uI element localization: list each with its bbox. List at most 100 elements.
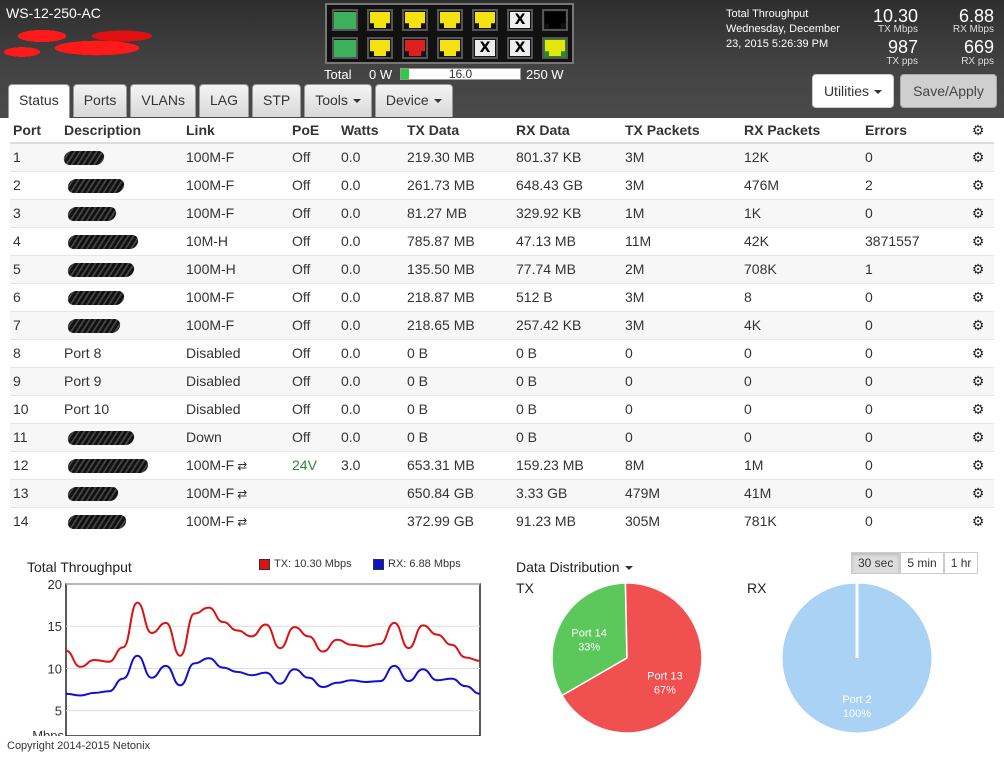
- port-number: 2: [10, 170, 61, 199]
- errors: 0: [862, 422, 962, 451]
- poe-watts: [338, 478, 404, 507]
- port-led-9[interactable]: [367, 37, 393, 59]
- table-row[interactable]: 2 100M-F Off 0.0 261.73 MB 648.43 GB 3M 476M 2 ⚙: [10, 170, 994, 199]
- port-led-13[interactable]: X: [507, 37, 533, 59]
- tx-data: 219.30 MB: [404, 142, 513, 171]
- port-number: 6: [10, 282, 61, 311]
- range-button[interactable]: 1 hr: [943, 552, 979, 574]
- link-status: 100M-H: [183, 254, 289, 283]
- column-header: PoE: [289, 118, 338, 144]
- port-disabled-icon: X: [510, 40, 530, 56]
- chevron-down-icon: [352, 99, 361, 104]
- tab-lag[interactable]: LAG: [198, 84, 249, 117]
- port-led-3[interactable]: [402, 9, 428, 31]
- port-settings-button[interactable]: ⚙: [962, 478, 994, 507]
- tx-packets: 0: [622, 366, 741, 395]
- link-status: 100M-F: [183, 170, 289, 199]
- table-row[interactable]: 3 100M-F Off 0.0 81.27 MB 329.92 KB 1M 1K 0 ⚙: [10, 198, 994, 227]
- port-led-11[interactable]: [437, 37, 463, 59]
- redacted-description: [66, 291, 126, 306]
- port-settings-button[interactable]: ⚙: [962, 254, 994, 283]
- poe-status: Off: [289, 422, 338, 451]
- errors: 0: [862, 506, 962, 535]
- tab-vlans[interactable]: VLANs: [130, 84, 196, 117]
- pie-slice-percent: 33%: [578, 642, 600, 654]
- port-description: [61, 506, 183, 535]
- redacted-description: [66, 263, 136, 278]
- port-settings-button[interactable]: ⚙: [962, 170, 994, 199]
- rx-packets: 0: [741, 422, 862, 451]
- port-led-2[interactable]: [367, 9, 393, 31]
- gear-icon: ⚙: [971, 122, 985, 139]
- poe-watts: 0.0: [338, 366, 404, 395]
- pie-slice[interactable]: [551, 582, 628, 697]
- table-row[interactable]: 5 100M-H Off 0.0 135.50 MB 77.74 MB 2M 708K 1 ⚙: [10, 254, 994, 283]
- range-button[interactable]: 30 sec: [851, 552, 901, 574]
- tx-packets: 2M: [622, 254, 741, 283]
- port-disabled-icon: X: [475, 40, 495, 56]
- port-led-5[interactable]: [472, 9, 498, 31]
- tx-packets: 8M: [622, 450, 741, 479]
- port-settings-button[interactable]: ⚙: [962, 506, 994, 535]
- redacted-description: [62, 151, 106, 166]
- port-settings-button[interactable]: ⚙: [962, 226, 994, 255]
- table-row[interactable]: 12 100M-F ⇄ 24V 3.0 653.31 MB 159.23 MB 8M 1M 0 ⚙: [10, 450, 994, 479]
- gear-icon: ⚙: [971, 289, 985, 306]
- table-row[interactable]: 6 100M-F Off 0.0 218.87 MB 512 B 3M 8 0 ⚙: [10, 282, 994, 311]
- y-tick-label: 10: [48, 661, 62, 676]
- gear-icon: ⚙: [971, 149, 985, 166]
- rx-data: 77.74 MB: [513, 254, 622, 283]
- poe-watts: 0.0: [338, 422, 404, 451]
- tx-mbps-value: 10.30: [872, 6, 918, 26]
- table-row[interactable]: 14 100M-F ⇄ 372.99 GB 91.23 MB 305M 781K 0 ⚙: [10, 506, 994, 535]
- pie-slice[interactable]: [561, 582, 703, 734]
- port-settings-button[interactable]: ⚙: [962, 198, 994, 227]
- tab-device[interactable]: Device: [374, 84, 453, 117]
- port-settings-button[interactable]: ⚙: [962, 338, 994, 367]
- port-led-7[interactable]: [542, 9, 568, 31]
- device-name: WS-12-250-AC: [6, 5, 101, 21]
- utilities-button[interactable]: Utilities: [812, 74, 894, 108]
- port-description: [61, 450, 183, 479]
- table-settings-gear[interactable]: ⚙: [962, 118, 994, 144]
- data-distribution-dropdown[interactable]: Data Distribution: [516, 559, 633, 575]
- table-row[interactable]: 7 100M-F Off 0.0 218.65 MB 257.42 KB 3M 4K 0 ⚙: [10, 310, 994, 339]
- tx-pps-label: TX pps: [886, 56, 918, 67]
- poe-status: Off: [289, 254, 338, 283]
- table-row[interactable]: 1 100M-F Off 0.0 219.30 MB 801.37 KB 3M 12K 0 ⚙: [10, 142, 994, 171]
- power-usage-value: 16.0: [448, 67, 473, 81]
- tab-ports[interactable]: Ports: [72, 84, 128, 117]
- table-row[interactable]: 13 100M-F ⇄ 650.84 GB 3.33 GB 479M 41M 0 ⚙: [10, 478, 994, 507]
- tab-status[interactable]: Status: [8, 84, 70, 118]
- port-settings-button[interactable]: ⚙: [962, 422, 994, 451]
- save-apply-button[interactable]: Save/Apply: [900, 74, 997, 108]
- port-led-4[interactable]: [437, 9, 463, 31]
- port-led-12[interactable]: X: [472, 37, 498, 59]
- port-settings-button[interactable]: ⚙: [962, 450, 994, 479]
- port-led-1[interactable]: [332, 9, 358, 31]
- port-settings-button[interactable]: ⚙: [962, 142, 994, 171]
- port-settings-button[interactable]: ⚙: [962, 310, 994, 339]
- port-settings-button[interactable]: ⚙: [962, 394, 994, 423]
- port-led-6[interactable]: X: [507, 9, 533, 31]
- port-led-14[interactable]: [542, 37, 568, 59]
- tx-data: 650.84 GB: [404, 478, 513, 507]
- port-settings-button[interactable]: ⚙: [962, 366, 994, 395]
- port-led-10[interactable]: [402, 37, 428, 59]
- rx-data: 0 B: [513, 366, 622, 395]
- poe-status: [289, 506, 338, 535]
- ethernet-port-icon: [475, 12, 495, 28]
- port-led-8[interactable]: [332, 37, 358, 59]
- rx-packets: 12K: [741, 142, 862, 171]
- tab-tools[interactable]: Tools: [304, 84, 372, 117]
- tab-stp[interactable]: STP: [251, 84, 302, 117]
- port-settings-button[interactable]: ⚙: [962, 282, 994, 311]
- errors: 0: [862, 198, 962, 227]
- rx-data: 0 B: [513, 338, 622, 367]
- range-button[interactable]: 5 min: [900, 552, 944, 574]
- table-row[interactable]: 4 10M-H Off 0.0 785.87 MB 47.13 MB 11M 42K 38715…: [10, 226, 994, 255]
